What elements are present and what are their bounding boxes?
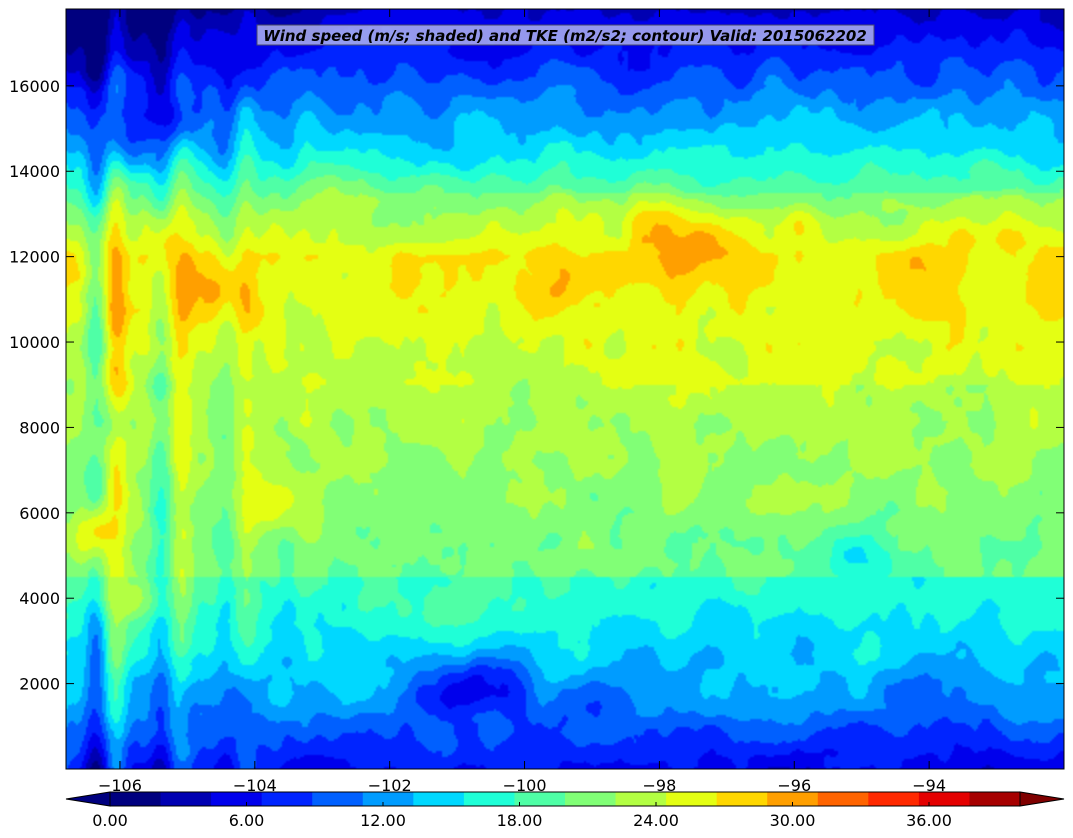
y-axis: 2000 4000 6000 8000 10000 12000 14000 16000 <box>9 77 1064 694</box>
x-axis: −106 −104 −102 −100 −98 −96 −94 <box>98 9 946 795</box>
colorbar-tick-label: 18.00 <box>497 811 543 830</box>
colorbar-swatch <box>716 792 768 806</box>
plot-frame <box>65 8 1065 770</box>
x-tick-label: −94 <box>912 776 946 795</box>
colorbar-swatch <box>817 792 869 806</box>
title-background <box>256 24 875 46</box>
x-tick-label: −102 <box>368 776 412 795</box>
y-tick-label: 2000 <box>19 675 60 694</box>
colorbar-swatch <box>514 792 566 806</box>
colorbar-swatch <box>261 792 313 806</box>
colorbar-tick-label: 24.00 <box>633 811 679 830</box>
colorbar-tick-label: 30.00 <box>770 811 816 830</box>
colorbar-tick-label: 6.00 <box>229 811 265 830</box>
colorbar-swatch <box>565 792 617 806</box>
colorbar-swatch <box>362 792 414 806</box>
x-tick-label: −104 <box>233 776 277 795</box>
colorbar-tick-label: 12.00 <box>360 811 406 830</box>
colorbar-swatch <box>413 792 465 806</box>
colorbar-swatch <box>868 792 920 806</box>
heatmap-field <box>66 9 1064 769</box>
colorbar-swatch <box>969 792 1021 806</box>
colorbar-swatch <box>463 792 515 806</box>
colorbar-swatch <box>211 792 263 806</box>
x-tick-label: −98 <box>643 776 677 795</box>
colorbar: 0.00 6.00 12.00 18.00 24.00 30.00 36.00 <box>65 791 1065 830</box>
y-tick-label: 4000 <box>19 589 60 608</box>
chart-title: Wind speed (m/s; shaded) and TKE (m2/s2;… <box>263 27 867 45</box>
title-box: Wind speed (m/s; shaded) and TKE (m2/s2;… <box>256 24 875 46</box>
colorbar-over-arrow <box>1019 791 1065 807</box>
x-tick-label: −106 <box>98 776 142 795</box>
y-tick-label: 12000 <box>9 248 60 267</box>
colorbar-swatch <box>312 792 364 806</box>
colorbar-tick-label: 36.00 <box>906 811 952 830</box>
y-tick-label: 14000 <box>9 162 60 181</box>
colorbar-swatch <box>110 792 162 806</box>
colorbar-swatch <box>767 792 819 806</box>
y-tick-label: 10000 <box>9 333 60 352</box>
colorbar-swatch <box>615 792 667 806</box>
colorbar-frame <box>109 791 1021 807</box>
x-tick-label: −100 <box>503 776 547 795</box>
colorbar-swatch <box>666 792 718 806</box>
y-tick-label: 8000 <box>19 418 60 437</box>
colorbar-under-arrow <box>65 791 111 807</box>
colorbar-swatch <box>918 792 970 806</box>
x-tick-label: −96 <box>777 776 811 795</box>
colorbar-swatch <box>160 792 212 806</box>
wind-speed-shading <box>66 9 1064 769</box>
y-tick-label: 6000 <box>19 504 60 523</box>
y-tick-label: 16000 <box>9 77 60 96</box>
colorbar-tick-label: 0.00 <box>92 811 128 830</box>
